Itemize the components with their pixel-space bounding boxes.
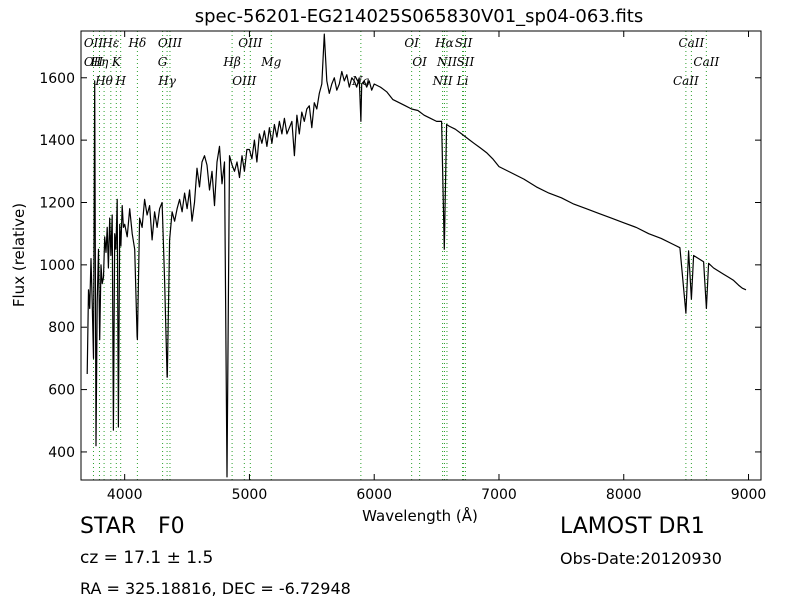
x-axis-ticks: 4000 5000 6000 7000 8000 9000 — [107, 31, 766, 503]
spectrum-series — [86, 33, 747, 478]
y-tick-label: 600 — [48, 383, 75, 399]
line-marker-label: Mg — [260, 55, 281, 69]
line-marker-label: OI — [404, 36, 419, 50]
survey-label: LAMOST DR1 — [560, 514, 705, 539]
line-marker-label: OI — [412, 55, 427, 69]
spectral-class: STAR F0 — [80, 514, 185, 539]
line-marker-label: Hε — [101, 36, 119, 50]
line-marker-label: Hβ — [222, 55, 240, 69]
x-tick-label: 6000 — [356, 487, 392, 503]
line-marker-label: OIII — [158, 36, 182, 50]
coordinates-text: RA = 325.18816, DEC = -6.72948 — [80, 579, 351, 598]
line-marker-label: OII — [84, 36, 104, 50]
class-label: STAR — [80, 514, 137, 539]
line-marker-label: Hδ — [128, 36, 147, 50]
line-marker-label: SII — [457, 55, 475, 69]
chart-title: spec-56201-EG214025S065830V01_sp04-063.f… — [195, 6, 643, 27]
line-marker-label: G — [158, 55, 168, 69]
line-marker-label: OII — [84, 55, 104, 69]
y-axis-label: Flux (relative) — [10, 203, 28, 307]
line-marker-label: Li — [456, 74, 469, 88]
line-marker-label: NII — [432, 74, 453, 88]
y-tick-label: 1400 — [39, 133, 75, 149]
line-marker-label: K — [111, 55, 122, 69]
line-marker-label: Hθ — [94, 74, 113, 88]
line-marker-label: Hγ — [157, 74, 176, 88]
obs-date-text: Obs-Date:20120930 — [560, 549, 722, 568]
x-tick-label: 8000 — [606, 487, 642, 503]
subclass-label: F0 — [158, 514, 185, 539]
spectral-line-markers — [92, 31, 707, 480]
x-tick-label: 7000 — [481, 487, 517, 503]
line-marker-label: CaII — [693, 55, 719, 69]
line-marker-label: CaII — [673, 74, 699, 88]
x-tick-label: 5000 — [232, 487, 268, 503]
spectral-line-labels: OIIOIIHηHθHεKHHδGHγOIIIHβOIIIOIIIMgNaOIO… — [84, 36, 720, 88]
line-marker-label: OIII — [232, 74, 256, 88]
line-marker-label: Hη — [90, 55, 109, 69]
x-tick-label: 4000 — [107, 487, 143, 503]
line-marker-label: H — [114, 74, 126, 88]
y-tick-label: 400 — [48, 445, 75, 461]
line-marker-label: Hα — [434, 36, 454, 50]
plot-frame — [80, 30, 762, 481]
x-axis-label: Wavelength (Å) — [362, 506, 478, 525]
y-tick-label: 1600 — [39, 71, 75, 87]
y-tick-label: 1000 — [39, 258, 75, 274]
spectrum-line — [86, 33, 747, 478]
line-marker-label: NII — [436, 55, 457, 69]
y-tick-label: 800 — [48, 320, 75, 336]
line-marker-label: SII — [455, 36, 473, 50]
y-tick-label: 1200 — [39, 195, 75, 211]
y-axis-ticks: 400 600 800 1000 1200 1400 1600 — [39, 71, 761, 461]
line-marker-label: OIII — [238, 36, 262, 50]
line-marker-label: CaII — [678, 36, 704, 50]
x-tick-label: 9000 — [731, 487, 767, 503]
redshift-text: cz = 17.1 ± 1.5 — [80, 548, 214, 568]
